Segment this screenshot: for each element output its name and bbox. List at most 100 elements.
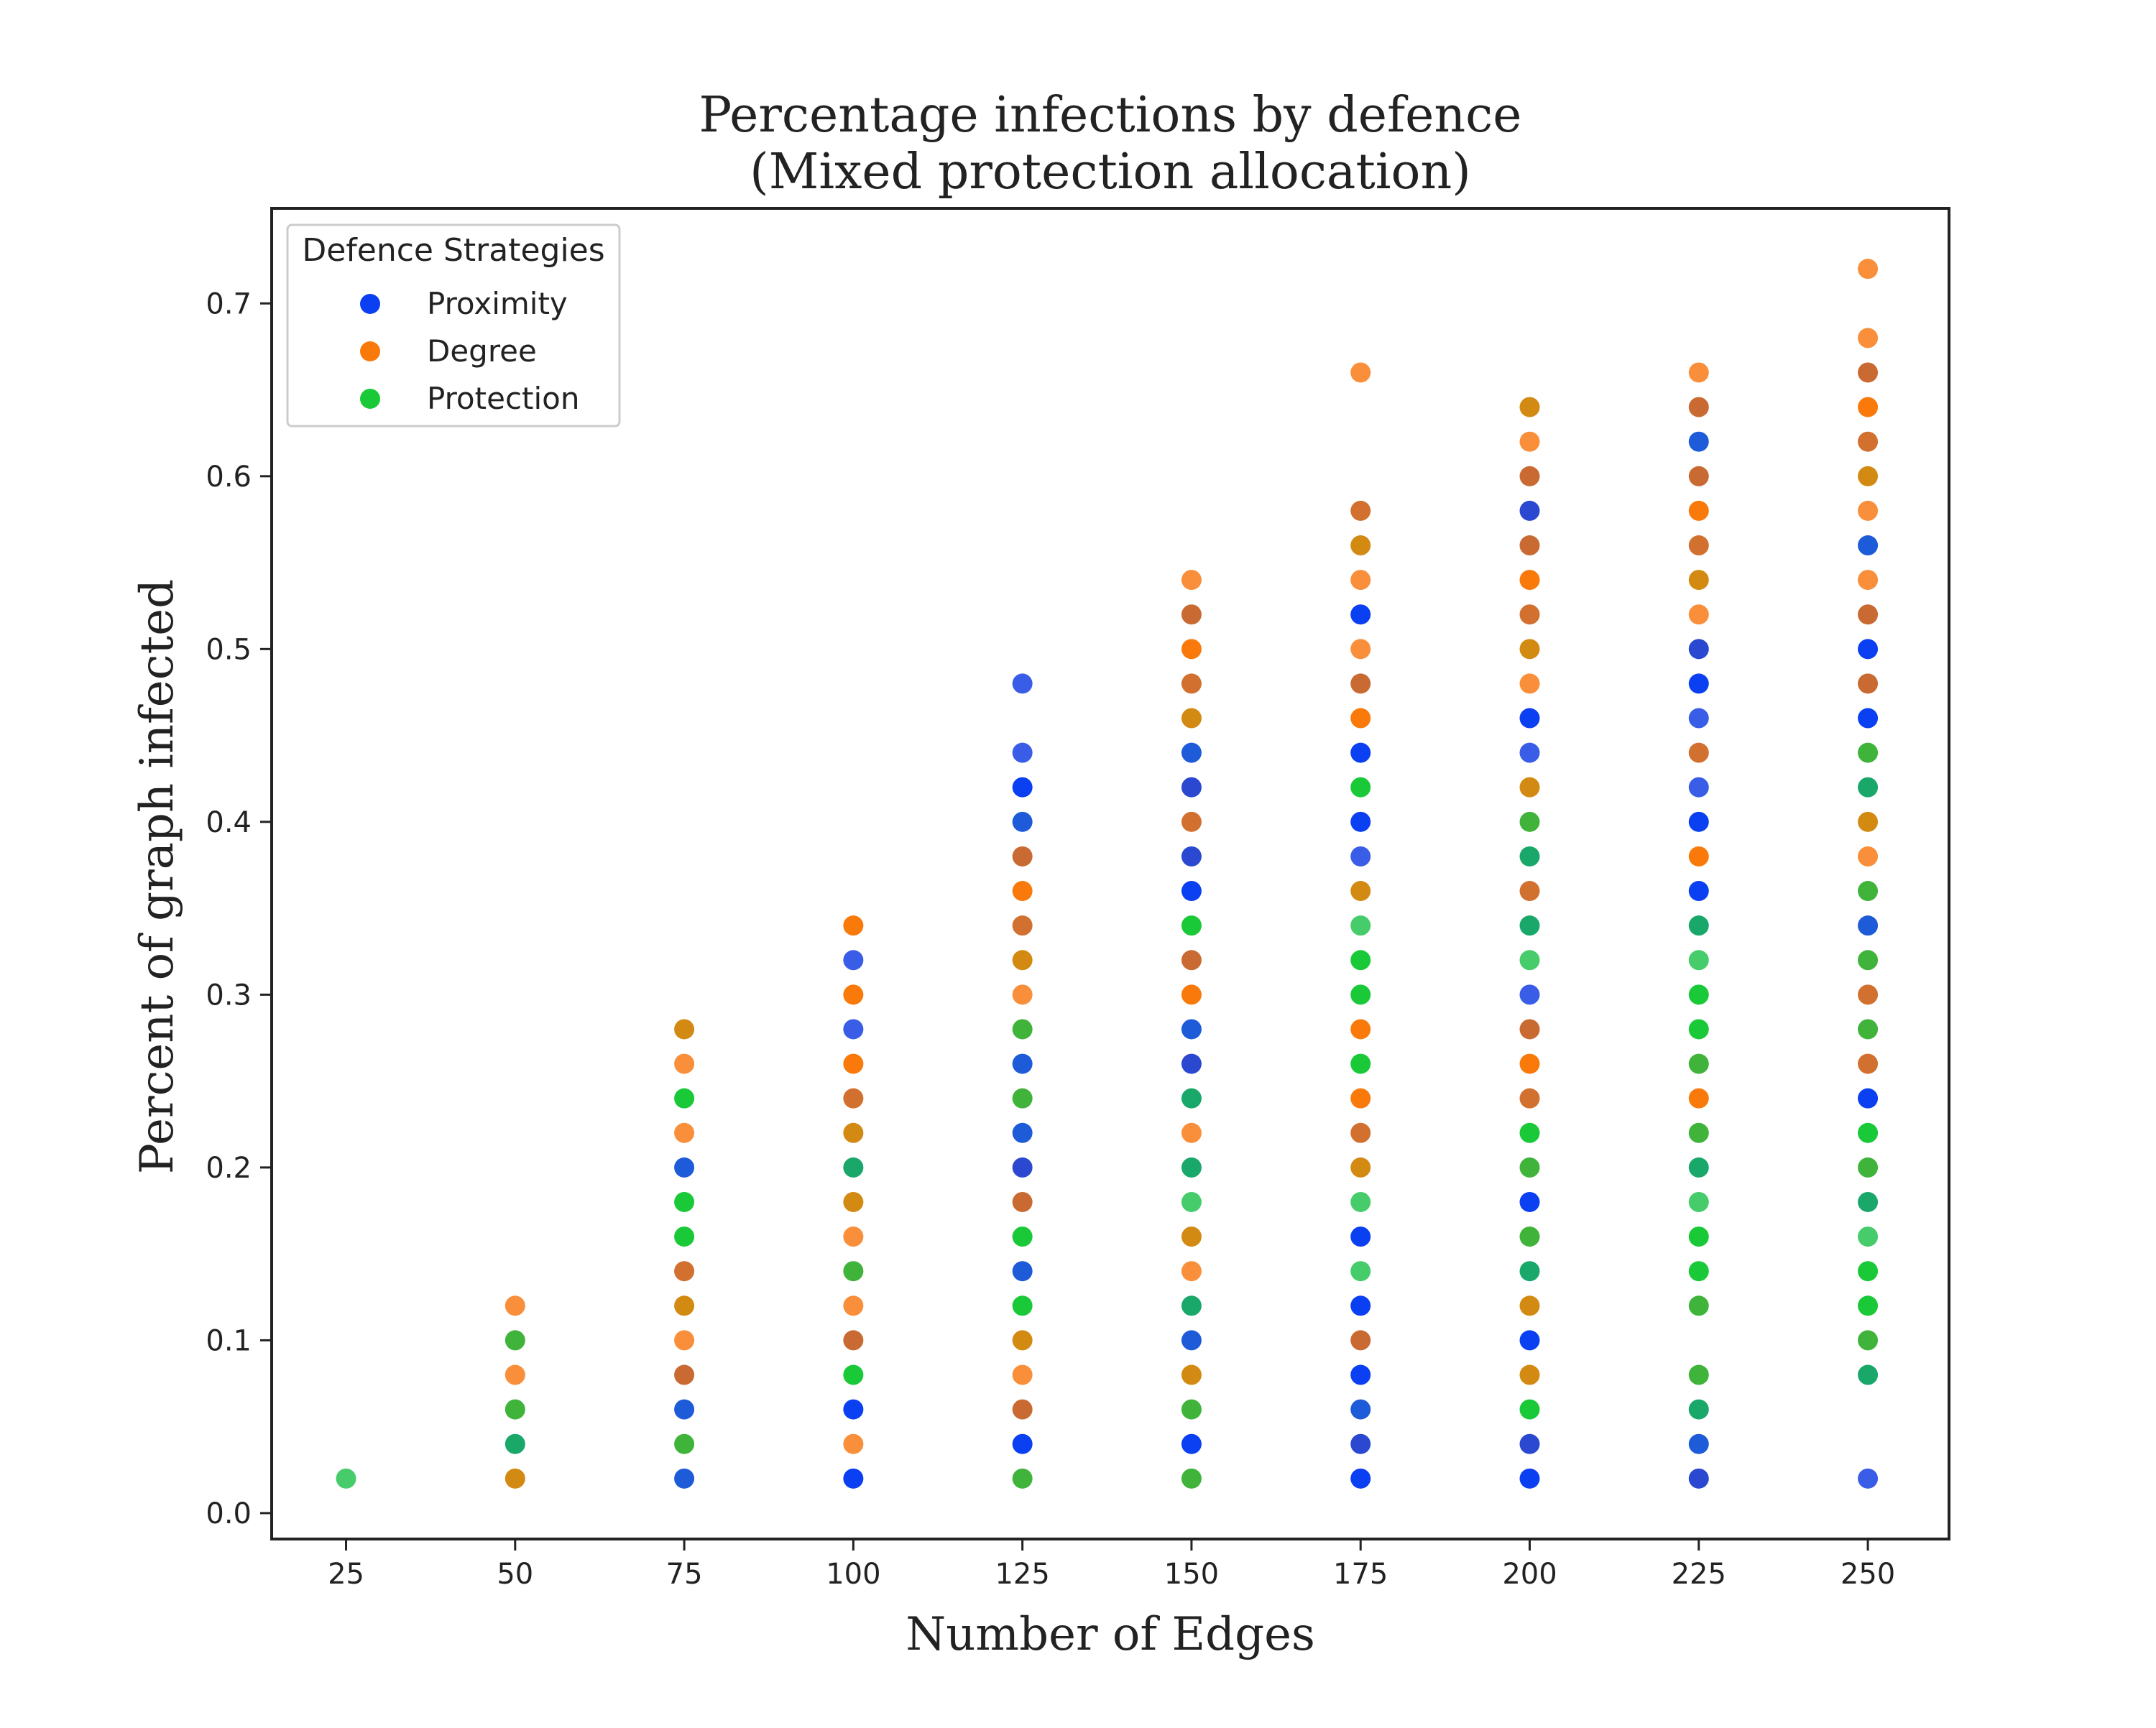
data-point bbox=[1012, 742, 1033, 763]
data-point bbox=[1858, 1191, 1879, 1212]
y-axis-label: Percent of graph infected bbox=[131, 579, 184, 1174]
x-tick-label: 100 bbox=[826, 1558, 880, 1591]
data-point bbox=[1519, 1295, 1540, 1316]
data-point bbox=[1688, 984, 1709, 1005]
data-point bbox=[1181, 777, 1202, 798]
data-point bbox=[1519, 846, 1540, 867]
data-point bbox=[1858, 881, 1879, 902]
data-point bbox=[1858, 500, 1879, 521]
data-point bbox=[1350, 984, 1371, 1005]
plot-frame bbox=[270, 207, 1950, 1540]
x-tick-label: 50 bbox=[497, 1558, 533, 1591]
data-point bbox=[1012, 1053, 1033, 1074]
data-point bbox=[1181, 1295, 1202, 1316]
data-point bbox=[1012, 1122, 1033, 1143]
data-point bbox=[674, 1191, 695, 1212]
legend-label-protection: Protection bbox=[427, 381, 579, 416]
data-point bbox=[1350, 1330, 1371, 1351]
data-point bbox=[1012, 1295, 1033, 1316]
data-point bbox=[1350, 673, 1371, 694]
x-tick-label: 175 bbox=[1333, 1558, 1388, 1591]
data-point bbox=[1519, 1433, 1540, 1454]
legend-frame bbox=[286, 223, 621, 428]
y-tick-label: 0.4 bbox=[206, 806, 252, 839]
data-point bbox=[843, 1468, 864, 1489]
x-axis-label: Number of Edges bbox=[906, 1608, 1315, 1661]
y-tick-label: 0.6 bbox=[206, 461, 252, 494]
data-point bbox=[1181, 984, 1202, 1005]
data-point bbox=[1350, 846, 1371, 867]
data-point bbox=[1181, 1191, 1202, 1212]
legend-title: Defence Strategies bbox=[302, 232, 604, 269]
y-tick-label: 0.5 bbox=[206, 633, 252, 666]
data-point bbox=[505, 1433, 525, 1454]
data-point bbox=[1858, 1295, 1879, 1316]
data-point bbox=[1858, 570, 1879, 591]
legend-label-degree: Degree bbox=[427, 333, 537, 369]
data-point bbox=[1688, 535, 1709, 556]
data-point bbox=[336, 1468, 356, 1489]
data-point bbox=[1858, 1088, 1879, 1109]
data-point bbox=[1519, 915, 1540, 936]
y-tick-label: 0.3 bbox=[206, 979, 252, 1012]
x-tick-label: 200 bbox=[1502, 1558, 1557, 1591]
data-point bbox=[1519, 535, 1540, 556]
data-point bbox=[1519, 431, 1540, 452]
data-point bbox=[505, 1468, 525, 1489]
data-point bbox=[1181, 881, 1202, 902]
data-point bbox=[843, 1191, 864, 1212]
data-point bbox=[1858, 673, 1879, 694]
data-point bbox=[674, 1330, 695, 1351]
data-point bbox=[1858, 1122, 1879, 1143]
data-point bbox=[1519, 500, 1540, 521]
data-point bbox=[1519, 1468, 1540, 1489]
data-point bbox=[505, 1364, 525, 1385]
data-point bbox=[1350, 1157, 1371, 1178]
data-point bbox=[1181, 1157, 1202, 1178]
data-point bbox=[1858, 811, 1879, 832]
data-point bbox=[674, 1399, 695, 1420]
data-point bbox=[1688, 1053, 1709, 1074]
data-point bbox=[1350, 1019, 1371, 1040]
data-point bbox=[1350, 708, 1371, 729]
data-point bbox=[1688, 811, 1709, 832]
data-point bbox=[1688, 846, 1709, 867]
data-point bbox=[1519, 777, 1540, 798]
data-point bbox=[1181, 570, 1202, 591]
data-point bbox=[1181, 1122, 1202, 1143]
data-point bbox=[1181, 1468, 1202, 1489]
data-point bbox=[843, 1295, 864, 1316]
data-point bbox=[1350, 1053, 1371, 1074]
data-point bbox=[1012, 1261, 1033, 1282]
legend-marker-proximity bbox=[360, 294, 380, 314]
data-point bbox=[1012, 1226, 1033, 1247]
data-point bbox=[674, 1157, 695, 1178]
data-point bbox=[1350, 742, 1371, 763]
data-point bbox=[1350, 1261, 1371, 1282]
data-point bbox=[1688, 1295, 1709, 1316]
data-point bbox=[1688, 362, 1709, 383]
data-point bbox=[1012, 777, 1033, 798]
data-point bbox=[1858, 604, 1879, 625]
data-point bbox=[1181, 1261, 1202, 1282]
data-point bbox=[1350, 1295, 1371, 1316]
data-point bbox=[843, 1053, 864, 1074]
data-point bbox=[843, 1019, 864, 1040]
data-point bbox=[1688, 708, 1709, 729]
data-point bbox=[1181, 950, 1202, 971]
data-point bbox=[674, 1433, 695, 1454]
data-point bbox=[674, 1468, 695, 1489]
data-point bbox=[1519, 811, 1540, 832]
data-point bbox=[843, 1364, 864, 1385]
data-point bbox=[1350, 881, 1371, 902]
data-point bbox=[1858, 1157, 1879, 1178]
data-point bbox=[1012, 915, 1033, 936]
data-point bbox=[1350, 570, 1371, 591]
data-point bbox=[1858, 1226, 1879, 1247]
data-point bbox=[1858, 1468, 1879, 1489]
data-point bbox=[1688, 742, 1709, 763]
data-point bbox=[1688, 1122, 1709, 1143]
data-point bbox=[1858, 984, 1879, 1005]
data-point bbox=[1350, 500, 1371, 521]
